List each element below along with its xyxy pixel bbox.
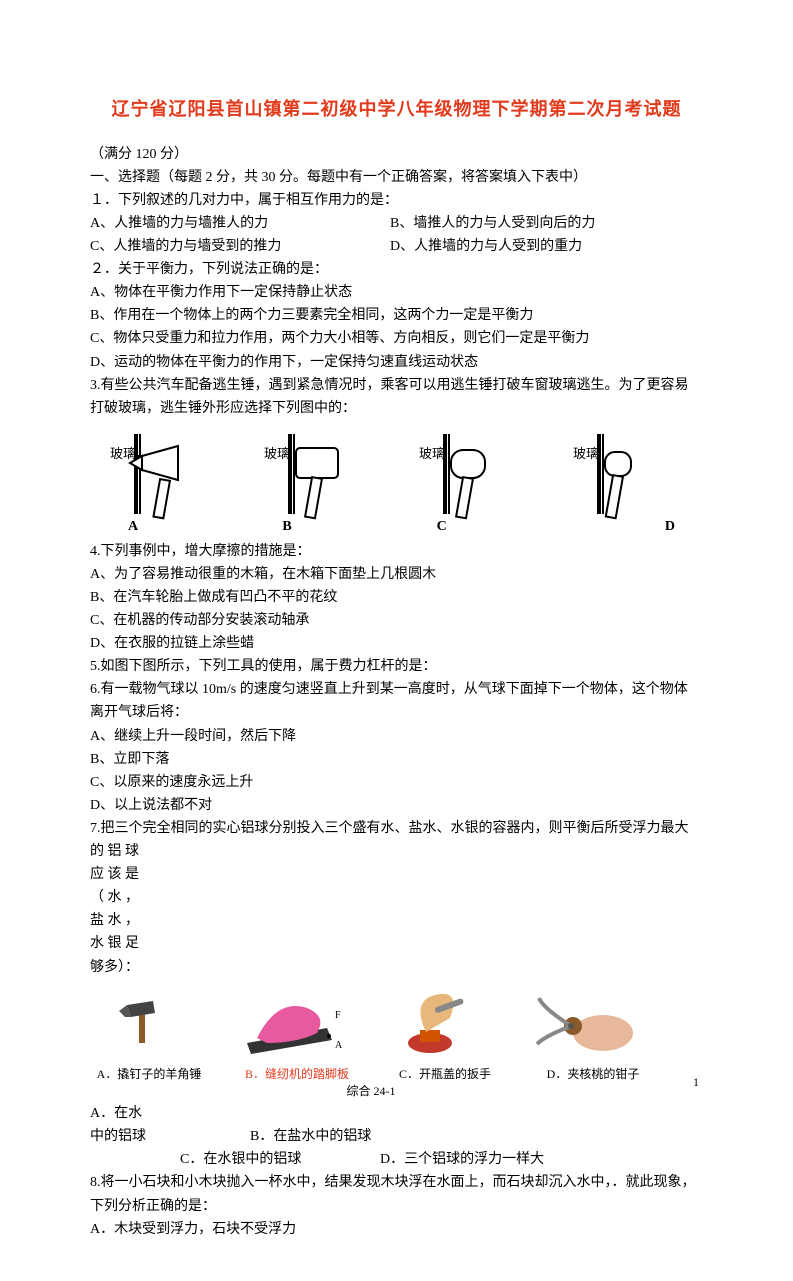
- hammer-C: 玻璃 C: [409, 428, 539, 538]
- q4-D: D、在衣服的拉链上涂些蜡: [90, 632, 703, 655]
- q7-D: D．三个铝球的浮力一样大: [380, 1148, 680, 1171]
- q7-A2: 中的铝球: [90, 1125, 250, 1148]
- q8-stem-1: 8.将一小石块和小木块抛入一杯水中，结果发现木块浮在水面上，而石块却沉入水中，．…: [90, 1171, 703, 1194]
- q7-l3: 盐 水 ，: [90, 909, 150, 932]
- glass-label-A: 玻璃: [110, 446, 136, 461]
- fig-A: A．撬钉子的羊角锤: [90, 983, 214, 1085]
- svg-text:F: F: [335, 1010, 341, 1021]
- composite-label: 综合 24-1: [90, 1082, 658, 1102]
- q6-stem-2: 离开气球后将：: [90, 701, 703, 724]
- q1-B: B、墙推人的力与人受到向后的力: [390, 212, 690, 235]
- q3-stem-2: 打破玻璃，逃生锤外形应选择下列图中的：: [90, 397, 703, 420]
- q1-C: C、人推墙的力与墙受到的推力: [90, 235, 390, 258]
- q1-D: D、人推墙的力与人受到的重力: [390, 235, 690, 258]
- q3-stem-1: 3.有些公共汽车配备逃生锤，遇到紧急情况时，乘客可以用逃生锤打破车窗玻璃逃生。为…: [90, 374, 703, 397]
- fig-C: C．开瓶盖的扳手: [380, 983, 510, 1085]
- q2-B: B、作用在一个物体上的两个力三要素完全相同，这两个力一定是平衡力: [90, 304, 703, 327]
- q1-A: A、人推墙的力与墙推人的力: [90, 212, 390, 235]
- hammer-A: 玻璃 A: [100, 428, 230, 538]
- q2-C: C、物体只受重力和拉力作用，两个力大小相等、方向相反，则它们一定是平衡力: [90, 327, 703, 350]
- q4-C: C、在机器的传动部分安装滚动轴承: [90, 609, 703, 632]
- q8-stem-2: 下列分析正确的是：: [90, 1195, 703, 1218]
- fig-B: FA B．缝纫机的踏脚板: [232, 983, 362, 1085]
- q1-options-row2: C、人推墙的力与墙受到的推力 D、人推墙的力与人受到的重力: [90, 235, 703, 258]
- q7-l0: 的 铝 球: [90, 840, 150, 863]
- q8-A: A．木块受到浮力，石块不受浮力: [90, 1218, 703, 1241]
- q4-A: A、为了容易推动很重的木箱，在木箱下面垫上几根圆木: [90, 563, 703, 586]
- sewing-pedal-icon: FA: [232, 983, 352, 1063]
- svg-text:A: A: [335, 1040, 343, 1051]
- q6-B: B、立即下落: [90, 748, 390, 771]
- q4-B: B、在汽车轮胎上做成有凹凸不平的花纹: [90, 586, 703, 609]
- q7-stem: 7.把三个完全相同的实心铝球分别投入三个盛有水、盐水、水银的容器内，则平衡后所受…: [90, 817, 703, 840]
- q7-body: 的 铝 球 应 该 是 （ 水 ， 盐 水 ， 水 银 足 够多）： A．撬钉子…: [90, 840, 703, 1102]
- hammer-figure-row: 玻璃 A 玻璃 B 玻璃: [90, 422, 703, 540]
- q2-D: D、运动的物体在平衡力的作用下，一定保持匀速直线运动状态: [90, 351, 703, 374]
- q6-row1: A、继续上升一段时间，然后下降 B、立即下落: [90, 725, 703, 771]
- section-1-header: 一、选择题（每题 2 分，共 30 分。每题中有一个正确答案，将答案填入下表中）: [90, 166, 703, 189]
- q2-A: A、物体在平衡力作用下一定保持静止状态: [90, 281, 703, 304]
- page-title: 辽宁省辽阳县首山镇第二初级中学八年级物理下学期第二次月考试题: [90, 95, 703, 125]
- q6-stem-1: 6.有一载物气球以 10m/s 的速度匀速竖直上升到某一高度时，从气球下面掉下一…: [90, 678, 703, 701]
- glass-label-C: 玻璃: [419, 446, 445, 461]
- q4-stem: 4.下列事例中，增大摩擦的措施是：: [90, 540, 703, 563]
- q7-l5: 够多）：: [90, 956, 150, 979]
- fig-D: D．夹核桃的钳子: [528, 983, 658, 1085]
- hammer-C-label: C: [437, 515, 447, 538]
- q6-A: A、继续上升一段时间，然后下降: [90, 725, 420, 748]
- full-score: （满分 120 分）: [90, 143, 703, 166]
- q2-stem: ２．关于平衡力，下列说法正确的是：: [90, 258, 703, 281]
- exam-page: 辽宁省辽阳县首山镇第二初级中学八年级物理下学期第二次月考试题 （满分 120 分…: [0, 0, 793, 1281]
- q7-l2: （ 水 ，: [90, 886, 150, 909]
- hammer-B-label: B: [282, 515, 291, 538]
- hammer-D: 玻璃 D: [563, 428, 693, 538]
- q7-C: C．在水银中的铝球: [180, 1148, 380, 1171]
- hammer-claw-icon: [90, 983, 204, 1063]
- fig-C-cap: C．开瓶盖的扳手: [380, 1065, 510, 1085]
- bottle-opener-icon: [380, 983, 500, 1063]
- q7-B: B．在盐水中的铝球: [250, 1125, 550, 1148]
- fig-D-cap: D．夹核桃的钳子: [528, 1065, 658, 1085]
- q7-l4: 水 银 足: [90, 932, 150, 955]
- q5-stem: 5.如图下图所示，下列工具的使用，属于费力杠杆的是：: [90, 655, 703, 678]
- hammer-D-label: D: [665, 515, 675, 538]
- q7-left-text: 的 铝 球 应 该 是 （ 水 ， 盐 水 ， 水 银 足 够多）：: [90, 840, 150, 979]
- fig-A-cap: A．撬钉子的羊角锤: [90, 1065, 214, 1085]
- q1-options-row1: A、人推墙的力与墙推人的力 B、墙推人的力与人受到向后的力: [90, 212, 703, 235]
- q5-figure-row: A．撬钉子的羊角锤 FA B．缝纫机的踏脚板 C．开瓶盖的扳手: [90, 979, 658, 1103]
- fig-B-cap: B．缝纫机的踏脚板: [232, 1065, 362, 1085]
- glass-label-D: 玻璃: [573, 446, 599, 461]
- q6-row2: C、以原来的速度永远上升 D、以上说法都不对: [90, 771, 703, 817]
- page-number: 1: [693, 1075, 699, 1090]
- glass-label-B: 玻璃: [264, 446, 290, 461]
- q6-D: D、以上说法都不对: [90, 794, 390, 817]
- q7-row-CD: C．在水银中的铝球 D．三个铝球的浮力一样大: [90, 1148, 703, 1171]
- hammer-B: 玻璃 B: [254, 428, 384, 538]
- hammer-A-label: A: [128, 515, 138, 538]
- q7-row-AB: 中的铝球 B．在盐水中的铝球: [90, 1125, 703, 1148]
- nutcracker-icon: [528, 983, 648, 1063]
- q6-C: C、以原来的速度永远上升: [90, 771, 420, 794]
- q1-stem: １．下列叙述的几对力中，属于相互作用力的是：: [90, 189, 703, 212]
- q7-l1: 应 该 是: [90, 863, 150, 886]
